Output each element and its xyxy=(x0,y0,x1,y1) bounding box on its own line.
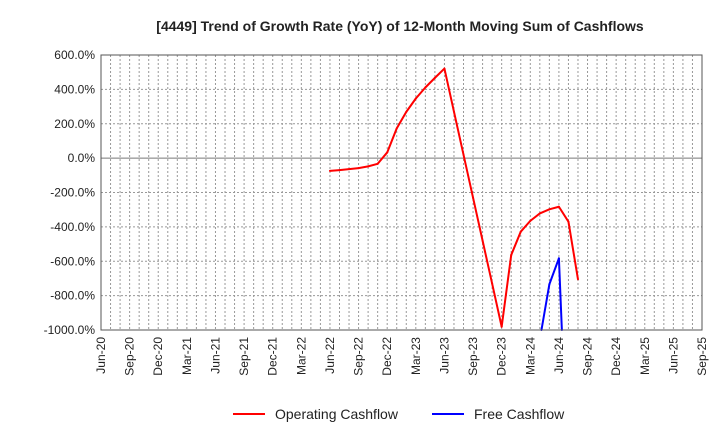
x-tick-label: Sep-20 xyxy=(123,337,137,376)
x-tick-label: Dec-20 xyxy=(151,337,165,376)
x-tick-label: Jun-22 xyxy=(323,337,337,374)
x-tick-label: Dec-22 xyxy=(380,337,394,376)
x-tick-label: Jun-21 xyxy=(208,337,222,374)
series-segment-0 xyxy=(548,205,560,211)
series-segment-0 xyxy=(481,239,494,285)
x-tick-label: Dec-23 xyxy=(495,337,509,376)
y-tick-label: -200.0% xyxy=(50,186,95,200)
series-segment-0 xyxy=(500,254,513,328)
y-tick-label: -1000.0% xyxy=(44,323,96,337)
x-tick-label: Mar-21 xyxy=(180,337,194,375)
x-tick-label: Dec-21 xyxy=(266,337,280,376)
x-tick-label: Mar-23 xyxy=(409,337,423,375)
x-tick-label: Mar-22 xyxy=(294,337,308,375)
series-segment-1 xyxy=(548,257,560,286)
x-tick-label: Dec-24 xyxy=(609,337,623,376)
y-tick-label: 600.0% xyxy=(54,48,95,62)
x-tick-label: Sep-23 xyxy=(466,337,480,376)
legend: Operating Cashflow Free Cashflow xyxy=(233,406,565,422)
series-segment-0 xyxy=(357,165,370,170)
series-segment-0 xyxy=(433,67,446,79)
x-tick-label: Sep-22 xyxy=(352,337,366,376)
series-segment-0 xyxy=(328,169,341,172)
x-tick-label: Sep-21 xyxy=(237,337,251,376)
y-tick-label: 200.0% xyxy=(54,117,95,131)
y-axis: 600.0% 400.0% 200.0% 0.0% -200.0% -400.0% -600… xyxy=(44,48,96,337)
series-segment-0 xyxy=(510,230,522,257)
series-segment-0 xyxy=(491,282,503,328)
series-segment-0 xyxy=(538,208,551,215)
series-segment-0 xyxy=(395,110,408,130)
x-tick-label: Jun-25 xyxy=(666,337,680,374)
plot-border xyxy=(100,54,703,331)
x-tick-label: Mar-24 xyxy=(523,337,537,375)
series-segment-1 xyxy=(557,257,563,331)
grid xyxy=(101,54,702,331)
x-tick-label: Sep-25 xyxy=(695,337,709,376)
x-tick-label: Jun-23 xyxy=(437,337,451,374)
x-tick-label: Sep-24 xyxy=(581,337,595,376)
series-segment-0 xyxy=(452,110,465,156)
series-segment-1 xyxy=(540,283,551,331)
series-segment-0 xyxy=(405,97,417,113)
series-segment-0 xyxy=(386,127,398,154)
legend-label-free: Free Cashflow xyxy=(474,406,565,422)
x-tick-label: Mar-25 xyxy=(638,337,652,375)
series-segment-0 xyxy=(462,153,475,199)
x-axis: Jun-20 Sep-20 Dec-20 Mar-21 Jun-21 Sep-21 Dec-… xyxy=(94,337,709,376)
series-segment-0 xyxy=(472,196,484,242)
series-segment-0 xyxy=(376,151,389,165)
series-segment-0 xyxy=(367,162,379,168)
legend-label-operating: Operating Cashflow xyxy=(275,406,399,422)
series-segment-0 xyxy=(567,220,579,281)
series-lines xyxy=(328,67,579,331)
x-tick-label: Jun-24 xyxy=(552,337,566,374)
y-tick-label: 0.0% xyxy=(68,151,96,165)
y-tick-label: -800.0% xyxy=(50,289,95,303)
series-segment-0 xyxy=(424,76,436,89)
x-tick-label: Jun-20 xyxy=(94,337,108,374)
y-tick-label: 400.0% xyxy=(54,82,95,96)
series-segment-0 xyxy=(519,219,532,233)
chart-title: [4449] Trend of Growth Rate (YoY) of 12-… xyxy=(156,18,644,34)
series-segment-0 xyxy=(443,67,455,113)
y-tick-label: -400.0% xyxy=(50,220,95,234)
series-segment-0 xyxy=(348,167,360,171)
series-segment-0 xyxy=(414,86,427,100)
series-segment-0 xyxy=(529,212,541,222)
series-segment-0 xyxy=(557,205,570,223)
series-segment-0 xyxy=(338,168,351,172)
y-tick-label: -600.0% xyxy=(50,254,95,268)
